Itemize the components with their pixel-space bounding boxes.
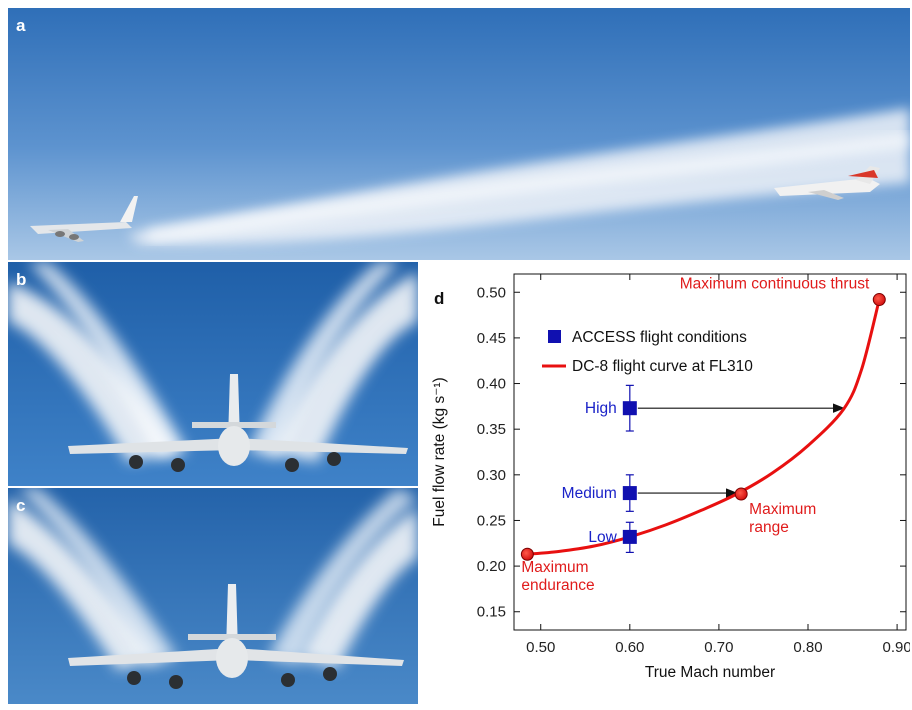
marked-point-label: range bbox=[749, 519, 789, 536]
condition-label: Medium bbox=[562, 485, 617, 502]
falcon-aircraft bbox=[774, 166, 880, 200]
marked-point bbox=[520, 547, 534, 561]
legend-entry-dc8: DC-8 flight curve at FL310 bbox=[572, 358, 753, 375]
x-tick-label: 0.90 bbox=[882, 639, 910, 656]
marked-point bbox=[872, 293, 886, 307]
marked-point-label: Maximum continuous thrust bbox=[680, 276, 870, 293]
x-tick-label: 0.70 bbox=[704, 639, 733, 656]
marked-point bbox=[734, 487, 748, 501]
panel-letter-d: d bbox=[434, 289, 444, 308]
contrail-photo-b bbox=[8, 262, 418, 486]
plot-frame bbox=[513, 273, 907, 631]
y-tick-label: 0.40 bbox=[477, 376, 506, 393]
photo-panel-b: b bbox=[8, 262, 418, 486]
y-tick-label: 0.15 bbox=[477, 604, 506, 621]
y-tick-label: 0.20 bbox=[477, 558, 506, 575]
legend: ACCESS flight conditions DC-8 flight cur… bbox=[542, 329, 753, 375]
panel-letter-a: a bbox=[16, 16, 26, 35]
y-tick-label: 0.35 bbox=[477, 421, 506, 438]
condition-label: High bbox=[585, 400, 617, 417]
x-axis: 0.50 0.60 0.70 0.80 0.90 bbox=[526, 274, 910, 656]
y-axis: 0.15 0.20 0.25 0.30 0.35 0.40 0.45 0.50 bbox=[477, 284, 906, 621]
arrows bbox=[637, 403, 845, 498]
panel-letter-b: b bbox=[16, 270, 27, 289]
y-tick-label: 0.50 bbox=[477, 284, 506, 301]
access-point-marker bbox=[622, 486, 637, 501]
x-axis-title: True Mach number bbox=[645, 664, 775, 681]
marked-point-label: Maximum bbox=[521, 559, 588, 576]
access-points: High Medium Low bbox=[562, 384, 637, 554]
dc8-aircraft bbox=[30, 196, 138, 242]
y-tick-label: 0.45 bbox=[477, 330, 506, 347]
fuel-flow-chart: d 0.150.200.250.300.350.400.450.50 0.50 0… bbox=[431, 273, 910, 681]
x-tick-label: 0.60 bbox=[615, 639, 644, 656]
y-axis-title: Fuel flow rate (kg s⁻¹) bbox=[431, 377, 448, 526]
contrail-photo-c bbox=[8, 488, 418, 704]
y-tick-label: 0.25 bbox=[477, 512, 506, 529]
legend-entry-access: ACCESS flight conditions bbox=[572, 329, 747, 346]
dc8-rear-view-b bbox=[68, 374, 408, 472]
photo-panel-c: c bbox=[8, 488, 418, 704]
marked-point-label: endurance bbox=[521, 577, 594, 594]
contrail-photo-a bbox=[8, 8, 910, 260]
access-point-marker bbox=[622, 401, 637, 416]
marked-point-label: Maximum bbox=[749, 501, 816, 518]
condition-label: Low bbox=[588, 529, 617, 546]
panel-letter-c: c bbox=[16, 496, 26, 515]
dc8-flight-curve bbox=[527, 299, 881, 556]
photo-panel-a: a bbox=[8, 8, 910, 260]
x-tick-label: 0.80 bbox=[793, 639, 822, 656]
y-tick-label: 0.30 bbox=[477, 467, 506, 484]
access-point-marker bbox=[622, 529, 637, 544]
dc8-rear-view-c bbox=[68, 584, 404, 689]
x-tick-label: 0.50 bbox=[526, 639, 555, 656]
legend-square-marker bbox=[548, 330, 561, 343]
